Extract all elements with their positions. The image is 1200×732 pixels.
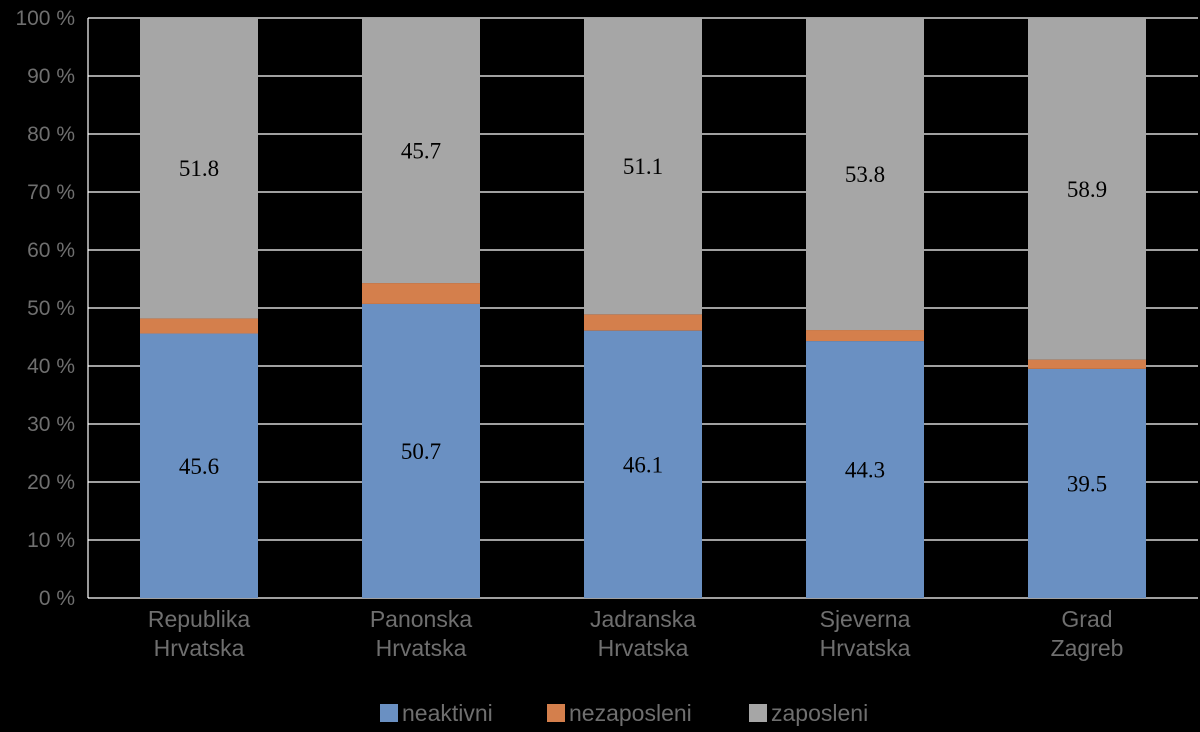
y-tick-label: 0 %: [39, 587, 75, 610]
legend-swatch-zaposleni: [749, 704, 767, 722]
data-label: 53.8: [845, 162, 885, 187]
x-tick-label: Panonska: [370, 606, 473, 632]
data-label: 44.3: [845, 458, 885, 483]
bar-segment-zaposleni: [1028, 18, 1146, 360]
y-tick-label: 60 %: [27, 239, 75, 262]
y-tick-label: 40 %: [27, 355, 75, 378]
x-tick-label: Hrvatska: [598, 635, 689, 661]
x-tick-label: Grad: [1061, 606, 1112, 632]
legend-swatch-nezaposleni: [547, 704, 565, 722]
bar-segment-neaktivni: [584, 330, 702, 598]
y-tick-label: 10 %: [27, 529, 75, 552]
y-tick-label: 100 %: [15, 7, 75, 30]
y-tick-label: 20 %: [27, 471, 75, 494]
legend: neaktivni nezaposleni zaposleni: [380, 700, 868, 726]
x-tick-label: Hrvatska: [820, 635, 911, 661]
x-tick-label: Sjeverna: [820, 606, 911, 632]
legend-label-nezaposleni: nezaposleni: [569, 700, 692, 726]
legend-label-zaposleni: zaposleni: [771, 700, 868, 726]
x-tick-label: Hrvatska: [154, 635, 245, 661]
bar-segment-nezaposleni: [1028, 359, 1146, 369]
x-tick-label: Jadranska: [590, 606, 696, 632]
bar-segment-neaktivni: [806, 341, 924, 598]
data-label: 58.9: [1067, 177, 1107, 202]
bar-segment-neaktivni: [362, 303, 480, 598]
y-tick-label: 70 %: [27, 181, 75, 204]
bar-segment-neaktivni: [140, 333, 258, 598]
y-tick-label: 90 %: [27, 65, 75, 88]
data-label: 51.1: [623, 154, 663, 179]
bar-segment-zaposleni: [584, 18, 702, 315]
data-labels: 45.6 51.8 50.7 45.7 46.1 51.1 44.3 53.8 39.5 58.9: [179, 139, 1107, 497]
x-axis: Republika Hrvatska Panonska Hrvatska Jadrans…: [148, 606, 1124, 661]
y-axis: 0 % 10 % 20 % 30 % 40 % 50 % 60 % 70 % 80 % 90 % 1…: [15, 7, 75, 610]
data-label: 51.8: [179, 156, 219, 181]
y-tick-label: 30 %: [27, 413, 75, 436]
bar-segment-nezaposleni: [584, 314, 702, 331]
bars: [140, 18, 1146, 598]
data-label: 46.1: [623, 452, 663, 477]
bar-segment-nezaposleni: [362, 283, 480, 304]
x-tick-label: Republika: [148, 606, 250, 632]
bar-segment-zaposleni: [806, 18, 924, 331]
legend-label-neaktivni: neaktivni: [402, 700, 493, 726]
data-label: 45.6: [179, 454, 219, 479]
bar-segment-neaktivni: [1028, 368, 1146, 598]
bar-segment-zaposleni: [140, 18, 258, 319]
y-tick-label: 80 %: [27, 123, 75, 146]
x-tick-label: Zagreb: [1051, 635, 1124, 661]
data-label: 45.7: [401, 139, 441, 164]
bar-segment-zaposleni: [362, 18, 480, 284]
data-label: 50.7: [401, 439, 441, 464]
bar-segment-nezaposleni: [140, 318, 258, 334]
data-label: 39.5: [1067, 471, 1107, 496]
x-tick-label: Hrvatska: [376, 635, 467, 661]
bar-segment-nezaposleni: [806, 330, 924, 342]
legend-swatch-neaktivni: [380, 704, 398, 722]
y-tick-label: 50 %: [27, 297, 75, 320]
